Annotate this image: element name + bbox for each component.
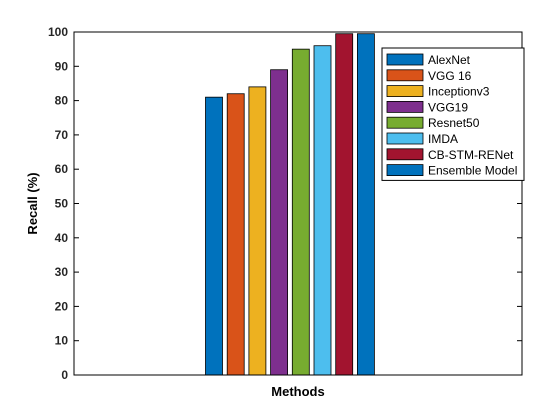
bar-vgg-16: [226, 93, 245, 376]
bar-alexnet: [205, 96, 223, 376]
legend-label: IMDA: [428, 132, 458, 146]
legend-swatch: [386, 101, 424, 113]
y-tick-label: 0: [61, 368, 68, 382]
y-axis-ticks: 0 10 20 30 40 50 60 70 80 90 100: [48, 25, 522, 382]
y-tick-label: 100: [48, 25, 68, 39]
axes-box: [73, 31, 523, 376]
legend-swatch: [386, 69, 424, 82]
y-tick-label: 60: [55, 162, 69, 176]
y-tick-label: 30: [55, 265, 69, 279]
y-axis-label: Recall (%): [25, 172, 40, 234]
y-tick-label: 20: [55, 299, 69, 313]
legend-label: AlexNet: [428, 53, 471, 67]
legend-swatch: [386, 148, 424, 161]
bars-group: [205, 33, 375, 376]
bar-vgg19: [270, 69, 289, 376]
bar-inceptionv3: [248, 86, 267, 376]
legend-swatch: [386, 132, 424, 145]
bar-ensemble-model: [356, 33, 375, 376]
y-tick-label: 80: [55, 94, 69, 108]
legend-label: Ensemble Model: [428, 164, 517, 178]
y-tick-label: 70: [55, 128, 69, 142]
legend-swatch: [386, 53, 424, 66]
y-tick-label: 90: [55, 59, 69, 73]
y-tick-label: 10: [55, 334, 69, 348]
legend-label: CB-STM-RENet: [428, 148, 514, 162]
legend-swatch: [386, 85, 424, 97]
bar-imda: [313, 45, 332, 376]
bar-resnet50: [291, 48, 310, 376]
y-tick-label: 50: [55, 197, 69, 211]
x-axis-label: Methods: [271, 384, 324, 399]
legend-label: Inceptionv3: [428, 85, 490, 99]
legend-label: VGG 16: [428, 69, 472, 83]
bar-cb-stm-renet: [335, 33, 354, 376]
legend-label: Resnet50: [428, 116, 480, 130]
y-tick-label: 40: [55, 231, 69, 245]
legend-swatch: [386, 164, 424, 177]
legend-swatch: [386, 116, 424, 129]
legend-label: VGG19: [428, 100, 468, 114]
